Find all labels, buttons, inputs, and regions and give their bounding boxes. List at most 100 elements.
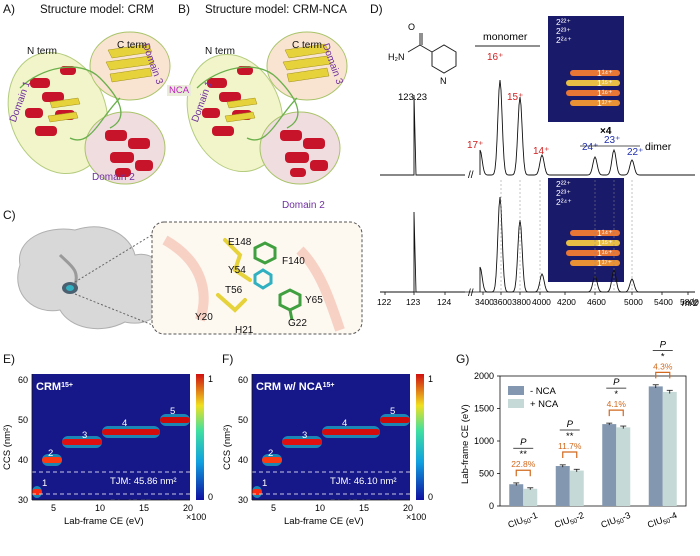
significance-stars: ** <box>520 449 528 460</box>
residue-y20: Y20 <box>195 312 213 323</box>
heat-feature <box>322 429 380 435</box>
residue-f140: F140 <box>282 256 305 267</box>
colorbar <box>196 374 204 500</box>
x-tick-label: 15 <box>139 503 149 513</box>
residue-y65: Y65 <box>305 295 323 306</box>
x-tick-label: 10 <box>95 503 105 513</box>
inset-label: 1¹⁷⁺ <box>597 258 613 268</box>
bar-with-nca <box>616 427 631 506</box>
x-tick-label: 4200 <box>557 297 576 307</box>
y-tick-label: 40 <box>238 455 248 465</box>
y-tick-label: 1000 <box>474 436 494 446</box>
inset-top-labels-monomer: 1¹⁴⁺ 1¹⁵⁺ 1¹⁶⁺ 1¹⁷⁺ <box>597 68 613 108</box>
mass-spectra: O H₂N N 123.23 monomer ×4 dimer 122 123 12… <box>377 16 699 309</box>
y-tick-label: 60 <box>18 375 28 385</box>
heat-feature <box>32 489 42 495</box>
spectrum-trace <box>380 196 695 293</box>
percent-change: 22.8% <box>511 459 536 469</box>
p-label: P <box>613 377 620 388</box>
inset-label: 1¹⁵⁺ <box>597 238 613 248</box>
change-bracket <box>515 469 531 477</box>
pyridine-n: N <box>440 76 447 86</box>
y-tick-label: 50 <box>238 415 248 425</box>
feature-number: 4 <box>122 418 127 429</box>
legend-label: - NCA <box>530 386 557 397</box>
residue-g22: G22 <box>288 318 307 329</box>
ciu-heatmap-crm-nca: TJM: 46.10 nm² PA: 35.95 nm² CRM w/ NCA15+… <box>222 374 433 527</box>
y-axis-label: CCS (nm²) <box>2 425 13 470</box>
feature-number: 1 <box>262 478 267 489</box>
charge-14: 14⁺ <box>533 146 550 157</box>
colorbar-max: 1 <box>428 374 433 384</box>
x-tick-label: 4600 <box>587 297 606 307</box>
charge-15: 15⁺ <box>507 92 524 103</box>
inset-label: 1¹⁷⁺ <box>597 98 613 108</box>
small-molecule-peak-label: 123.23 <box>398 92 427 103</box>
tjm-value: TJM: 46.10 nm² <box>330 476 397 487</box>
panel-c-letter: C) <box>3 208 16 222</box>
y-tick-label: 30 <box>238 495 248 505</box>
bar-no-nca <box>602 424 617 506</box>
feature-number: 5 <box>390 406 395 417</box>
heat-feature <box>160 417 190 423</box>
x-tick-label: 10 <box>315 503 325 513</box>
amide-h2n: H₂N <box>388 52 405 62</box>
inset-label: 2²²⁺ <box>556 179 571 189</box>
x-tick-label: 20 <box>183 503 193 513</box>
bar-with-nca <box>523 488 538 506</box>
panel-b-title: Structure model: CRM-NCA <box>205 4 347 16</box>
spectrum-trace <box>380 79 695 176</box>
p-label: P <box>520 437 527 448</box>
inset-label: 1¹⁶⁺ <box>597 88 613 98</box>
p-label: P <box>660 339 667 350</box>
y-tick-label: 50 <box>18 415 28 425</box>
panel-a-domain2: Domain 2 <box>92 172 135 183</box>
x-tick-label: 124 <box>437 297 451 307</box>
panel-b-n-term: N term <box>205 46 235 57</box>
y-tick-label: 2000 <box>474 371 494 381</box>
category-label: CIU50-4 <box>646 510 679 532</box>
inset-label: 2²³⁺ <box>556 26 571 36</box>
percent-change: 4.3% <box>653 361 673 371</box>
x-tick-label: 4000 <box>532 297 551 307</box>
feature-number: 3 <box>302 430 307 441</box>
inset-label: 1¹⁵⁺ <box>597 78 613 88</box>
x4-label: ×4 <box>600 126 612 137</box>
inset-label: 1¹⁴⁺ <box>597 228 613 238</box>
percent-change: 11.7% <box>558 441 582 451</box>
inset-label: 2²³⁺ <box>556 188 571 198</box>
bar-no-nca <box>555 466 570 506</box>
residue-t56: T56 <box>225 285 243 296</box>
category-label: CIU50-1 <box>507 510 540 532</box>
heat-feature <box>252 489 262 495</box>
panel-b-domain2: Domain 2 <box>282 200 325 211</box>
panel-a-n-term: N term <box>27 46 57 57</box>
x-tick-label: 3600 <box>493 297 512 307</box>
x-tick-label: 15 <box>359 503 369 513</box>
significance-stars: * <box>614 389 618 400</box>
inset-label: 2²⁴⁺ <box>556 197 572 207</box>
inset-bottom-labels: 2²²⁺ 2²³⁺ 2²⁴⁺ <box>556 180 572 207</box>
colorbar-multiplier: ×100 <box>186 512 206 522</box>
category-label: CIU50-2 <box>553 510 586 532</box>
heat-feature <box>380 417 410 423</box>
feature-number: 2 <box>268 448 273 459</box>
charge-16: 16⁺ <box>487 52 504 63</box>
charge-17: 17⁺ <box>467 140 484 151</box>
panel-e-letter: E) <box>3 352 15 366</box>
x-axis-label: Lab-frame CE (eV) <box>284 516 364 527</box>
heat-feature <box>62 439 102 445</box>
panel-b-letter: B) <box>178 2 190 16</box>
heat-feature <box>42 457 62 463</box>
bar-with-nca <box>662 391 677 506</box>
residue-y54: Y54 <box>228 265 246 276</box>
y-axis-label: Lab-frame CE (eV) <box>460 404 471 484</box>
inset-label: 1¹⁴⁺ <box>597 68 613 78</box>
x-tick-label: 3400 <box>475 297 494 307</box>
bar-with-nca <box>569 470 584 506</box>
monomer-label: monomer <box>483 31 528 43</box>
x-tick-label: 122 <box>377 297 391 307</box>
colorbar-max: 1 <box>208 374 213 384</box>
